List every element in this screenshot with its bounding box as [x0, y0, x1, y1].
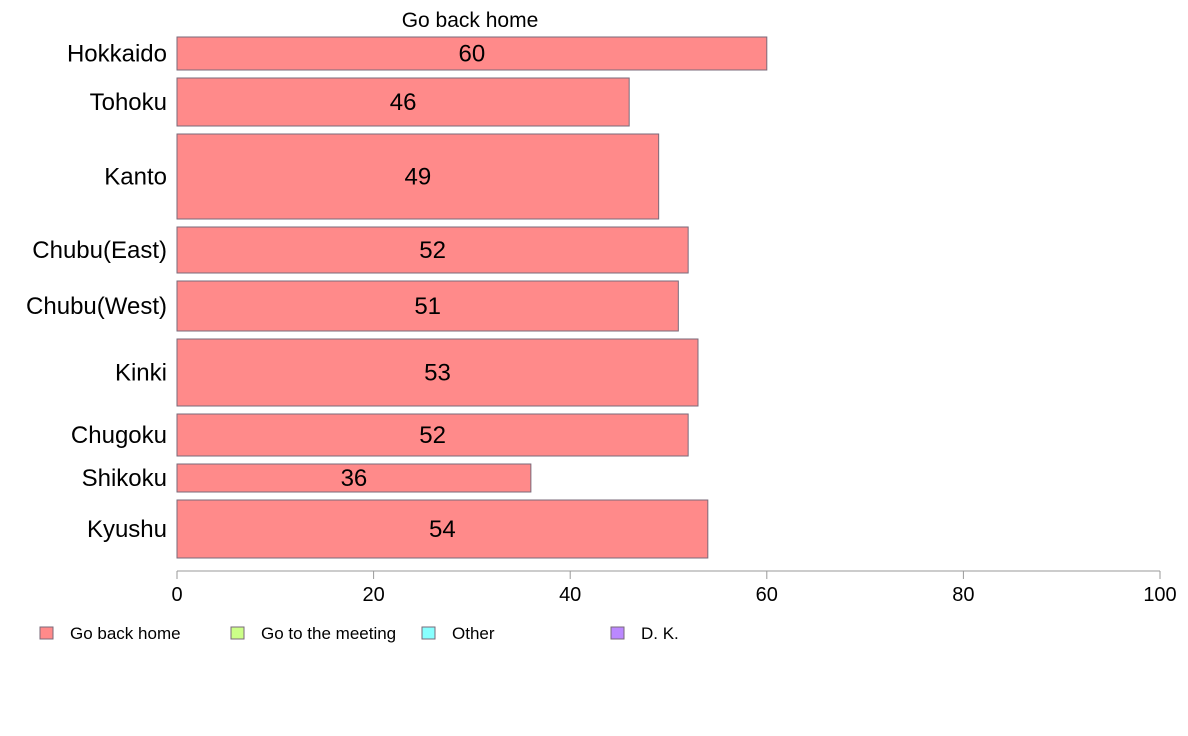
category-label: Chugoku [71, 422, 167, 449]
legend-swatch [610, 626, 625, 640]
value-label: 36 [341, 465, 368, 492]
value-label: 60 [459, 41, 486, 68]
category-label: Hokkaido [67, 41, 167, 68]
legend-swatch [39, 626, 54, 640]
x-tick-label: 60 [756, 584, 778, 606]
legend-label: D. K. [641, 624, 679, 643]
value-label: 53 [424, 360, 451, 387]
value-label: 54 [429, 516, 456, 543]
x-tick-label: 40 [559, 584, 581, 606]
category-label: Kanto [104, 164, 167, 191]
x-tick-label: 0 [171, 584, 182, 606]
value-label: 52 [419, 237, 446, 264]
category-label: Chubu(East) [32, 237, 167, 264]
legend-swatch [421, 626, 436, 640]
bar-kanto [176, 133, 660, 220]
legend-label: Go to the meeting [261, 624, 396, 643]
bar-chubu-west [176, 280, 679, 332]
value-label: 49 [404, 164, 431, 191]
x-tick-label: 80 [952, 584, 974, 606]
x-axis: 0 20 40 60 80 100 [171, 570, 1177, 606]
bar-kyushu [176, 499, 709, 559]
category-label: Tohoku [90, 89, 167, 116]
bar-hokkaido [176, 36, 768, 71]
x-tick-label: 20 [362, 584, 384, 606]
chart-title: Go back home [402, 9, 539, 32]
legend-label: Go back home [70, 624, 181, 643]
category-label: Kyushu [87, 516, 167, 543]
value-label: 46 [390, 89, 417, 116]
value-label: 52 [419, 422, 446, 449]
category-label: Shikoku [82, 465, 167, 492]
legend-swatch [230, 626, 245, 640]
bar-tohoku [176, 77, 630, 127]
legend-label: Other [452, 624, 495, 643]
value-label: 51 [414, 293, 441, 320]
category-label: Kinki [115, 360, 167, 387]
x-tick-label: 100 [1143, 584, 1176, 606]
category-label: Chubu(West) [26, 293, 167, 320]
bar-shikoku [176, 463, 532, 493]
legend: Go back home Go to the meeting Other D. K. [39, 624, 679, 643]
bars-group: 60 Hokkaido 46 Tohoku 49 Kanto 52 Chubu(East) 51… [26, 36, 768, 559]
bar-chubu-east [176, 226, 689, 274]
bar-chugoku [176, 413, 689, 457]
bar-kinki [176, 338, 699, 407]
